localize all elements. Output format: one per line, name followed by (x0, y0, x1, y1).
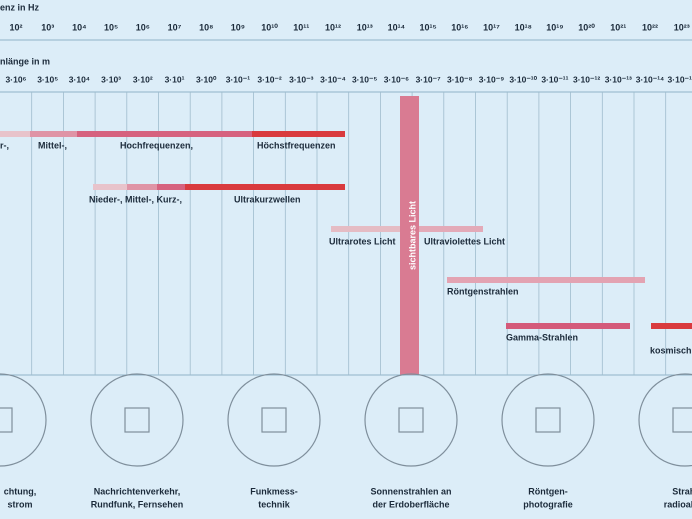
frequency-label: 10¹⁰ (261, 22, 278, 32)
icon-circle (364, 373, 458, 467)
wavelength-label: 3·10⁻¹³ (605, 74, 632, 84)
application-label: Rundfunk, Fernsehen (91, 499, 184, 509)
icon (672, 407, 692, 433)
band-segment (77, 131, 252, 137)
wavelength-label: 3·10⁶ (6, 74, 27, 84)
wavelength-label: 3·10⁻¹² (573, 74, 600, 84)
frequency-label: 10⁷ (168, 22, 182, 32)
wavelength-label: 3·10⁻³ (289, 74, 313, 84)
band-label: r-, (0, 140, 9, 150)
band-label: Ultrarotes Licht (329, 236, 396, 246)
band-label: Hochfrequenzen, (120, 140, 193, 150)
application-label: technik (258, 499, 291, 509)
wavelength-label: 3·10² (133, 74, 153, 84)
frequency-label: 10²¹ (610, 22, 626, 32)
icon-circle (0, 373, 47, 467)
band-segment (331, 226, 400, 232)
band-segment (0, 131, 30, 137)
frequency-label: 10²² (642, 22, 658, 32)
icon (124, 407, 150, 433)
application-label: Funkmess- (250, 486, 298, 496)
icon (261, 407, 287, 433)
band-segment (127, 184, 157, 190)
application-label: strom (7, 499, 32, 509)
band-segment (185, 184, 345, 190)
icon (0, 407, 13, 433)
visible-light-bar (400, 96, 419, 375)
frequency-label: 10¹¹ (293, 22, 309, 32)
frequency-label: 10¹⁴ (388, 22, 405, 32)
band-label: kosmisch (650, 345, 692, 355)
icon-circle (227, 373, 321, 467)
wavelength-label: 3·10⁻⁹ (479, 74, 505, 84)
band-segment (30, 131, 77, 137)
icon-circle (638, 373, 692, 467)
wavelength-label: 3·10¹ (165, 74, 185, 84)
band-label: Nieder-, Mittel-, Kurz-, (89, 194, 182, 204)
application-label: photografie (523, 499, 573, 509)
band-segment (506, 323, 630, 329)
band-segment (651, 323, 692, 329)
frequency-label: 10¹⁶ (451, 22, 468, 32)
application-label: chtung, (4, 486, 37, 496)
wavelength-label: 3·10⁻⁶ (384, 74, 409, 84)
icon (535, 407, 561, 433)
application-label: Sonnenstrahlen an (370, 486, 451, 496)
band-label: Röntgenstrahlen (447, 286, 519, 296)
frequency-heading: enz in Hz (0, 2, 40, 12)
applications: chtung, strom Nachrichtenverkehr, Rundfunk,… (0, 373, 692, 509)
frequency-label: 10¹⁵ (419, 22, 436, 32)
band-label: sichtbares Licht (407, 201, 417, 270)
wavelength-label: 3·10³ (101, 74, 121, 84)
application-label: der Erdoberfläche (372, 499, 449, 509)
frequency-label: 10¹⁷ (483, 22, 500, 32)
frequency-label: 10⁴ (72, 22, 86, 32)
wavelength-label: 3·10⁻⁷ (416, 74, 441, 84)
band-label: Ultrakurzwellen (234, 194, 301, 204)
frequency-label: 10¹² (325, 22, 341, 32)
icon-circle (90, 373, 184, 467)
icon (398, 407, 424, 433)
frequency-label: 10²³ (674, 22, 690, 32)
wavelength-label: 3·10⁴ (69, 74, 90, 84)
bands: r-, Mittel-, Hochfrequenzen, Höchstfrequ… (0, 96, 692, 375)
wavelength-label: 3·10⁻⁵ (352, 74, 378, 84)
band-segment (93, 184, 127, 190)
frequency-label: 10¹⁹ (546, 22, 563, 32)
band-label: Gamma-Strahlen (506, 332, 578, 342)
wavelength-heading: nlänge in m (0, 56, 50, 66)
frequency-label: 10⁶ (136, 22, 150, 32)
frequency-label: 10⁵ (104, 22, 118, 32)
icon-circle (501, 373, 595, 467)
band-label: Mittel-, (38, 140, 67, 150)
wavelength-label: 3·10⁻¹⁵ (668, 74, 692, 84)
band-label: Ultraviolettes Licht (424, 236, 505, 246)
wavelength-label: 3·10⁰ (196, 74, 217, 84)
wavelength-label: 3·10⁵ (37, 74, 58, 84)
band-segment (419, 226, 483, 232)
frequency-label: 10¹⁸ (515, 22, 532, 32)
application-label: Strahl (672, 486, 692, 496)
wavelength-label: 3·10⁻¹ (226, 74, 250, 84)
wavelength-label: 3·10⁻¹⁴ (636, 74, 665, 84)
wavelength-label: 3·10⁻¹¹ (541, 74, 568, 84)
frequency-label: 10⁸ (199, 22, 213, 32)
wavelength-label: 3·10⁻¹⁰ (509, 74, 537, 84)
application-label: Röntgen- (528, 486, 568, 496)
wavelength-label: 3·10⁻⁸ (447, 74, 473, 84)
wavelength-label: 3·10⁻² (257, 74, 281, 84)
application-label: Nachrichtenverkehr, (94, 486, 181, 496)
frequency-label: 10²⁰ (578, 22, 595, 32)
frequency-label: 10³ (41, 22, 54, 32)
wavelength-label: 3·10⁻⁴ (320, 74, 346, 84)
band-segment (252, 131, 345, 137)
frequency-label: 10² (9, 22, 22, 32)
frequency-label: 10⁹ (231, 22, 245, 32)
frequency-label: 10¹³ (357, 22, 373, 32)
band-segment (157, 184, 185, 190)
band-segment (447, 277, 645, 283)
band-label: Höchstfrequenzen (257, 140, 336, 150)
application-label: radioaktiv (664, 499, 692, 509)
